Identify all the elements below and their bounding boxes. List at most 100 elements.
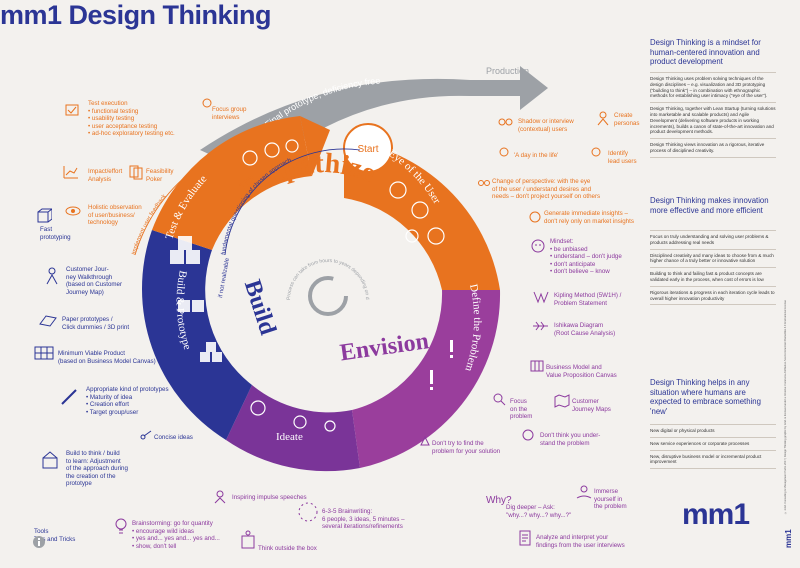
word-build: Build — [239, 277, 281, 339]
note-day-in-life: 'A day in the life' — [514, 152, 559, 159]
insight-icon — [529, 211, 541, 223]
list-item: Building to think and failing fast & pro… — [650, 267, 776, 286]
list-item: Design Thinking uses problem solving tec… — [650, 72, 776, 102]
vertical-logo: mm1 — [784, 529, 793, 548]
note-lead-users: Identify lead users — [608, 150, 637, 165]
ring-segment-ideate — [226, 385, 360, 472]
note-impact-effort: Impact/effort Analysis — [88, 168, 123, 183]
sidebar-list-3: New digital or physical products New ser… — [650, 424, 776, 470]
center-cycle-icon — [308, 276, 348, 316]
start-label: Start — [357, 144, 378, 155]
ring-segment-build — [141, 230, 252, 440]
note-journey-maps: Customer Journey Maps — [572, 398, 611, 413]
bulb-icon — [115, 518, 127, 534]
model-canvas-icon — [530, 360, 544, 372]
people-circle-icon — [298, 502, 318, 522]
build-icon — [42, 451, 58, 469]
questioning-arrow — [224, 148, 361, 256]
exclaim-marks — [430, 340, 453, 390]
sidebar-panel — [648, 0, 780, 568]
fishbone-icon — [533, 321, 548, 331]
list-item: Design Thinking views innovation as a ri… — [650, 138, 776, 158]
sidebar-list-2: Focus on truly understanding and solving… — [650, 230, 776, 306]
note-focus-problem: Focus on the problem — [510, 398, 533, 421]
ring-arrow-head — [300, 116, 330, 176]
box-icon — [241, 530, 255, 549]
sun-icon — [499, 147, 509, 157]
cards-icon — [129, 165, 143, 180]
note-brainstorming: Brainstorming: go for quantity • encourag… — [132, 520, 220, 550]
info-icon — [33, 536, 45, 548]
test-icon — [65, 104, 79, 116]
note-customer-journey: Customer Jour-ney Walkthrough (based on C… — [66, 266, 123, 296]
map-icon — [554, 394, 570, 408]
focus-group-icon — [202, 98, 212, 108]
note-immerse: Immerse yourself in the problem — [594, 488, 627, 511]
note-ishikawa: Ishikawa Diagram (Root Cause Analysis) — [554, 322, 616, 337]
magnifier-icon — [493, 393, 506, 406]
analyze-icon — [519, 530, 531, 546]
sidebar-heading-1: Design Thinking is a mindset for human-c… — [650, 38, 761, 67]
prototype-cubes — [170, 236, 222, 362]
note-fast-prototyping: Fast prototyping — [40, 226, 71, 241]
word-envision: Envision — [338, 328, 430, 366]
sidebar-list-1: Design Thinking uses problem solving tec… — [650, 72, 776, 158]
ring-segment-test — [152, 116, 312, 250]
list-item: New digital or physical products — [650, 424, 776, 437]
note-test-execution: Test execution • functional testing • usab… — [88, 100, 175, 138]
list-item: New service experiences or corporate pro… — [650, 436, 776, 450]
note-personas: Create personas — [614, 112, 640, 127]
note-brainwriting: 6-3-5 Brainwriting: 6 people, 3 ideas, 5 … — [322, 508, 405, 531]
speech-icon — [214, 490, 226, 504]
note-dont-try: Don't try to find the problem for your so… — [432, 440, 501, 455]
production-label: Production — [486, 66, 530, 76]
note-change-perspective: Change of perspective: with the eye of th… — [492, 178, 601, 201]
design-thinking-ring: Final prototype, deficiency free Start E… — [0, 0, 548, 472]
warning-icon — [420, 436, 430, 446]
lightbulbs — [250, 400, 336, 432]
mm1-logo: mm1 — [682, 498, 750, 531]
list-item: Rigorous iterations & progress in each i… — [650, 285, 776, 306]
note-shadow: Shadow or interview (contextual) users — [518, 118, 574, 133]
head-icon — [531, 239, 545, 253]
note-mvp: Minimum Viable Product (based on Business… — [58, 350, 156, 365]
not-realizable-label: if not realizable — [218, 257, 231, 298]
note-business-model: Business Model and Value Proposition Canv… — [546, 364, 617, 379]
chart-icon — [63, 166, 78, 179]
sidebar-heading-2: Design Thinking makes innovation more ef… — [650, 196, 769, 215]
note-feasibility-poker: Feasibility Poker — [146, 168, 174, 183]
note-mindset: Mindset: • be unbiased • understand – don'… — [550, 238, 622, 276]
note-impulse-speeches: Inspiring impulse speeches — [232, 494, 307, 501]
shadow-icon — [498, 118, 513, 126]
list-item: Focus on truly understanding and solving… — [650, 230, 776, 249]
note-focus-group: Focus group interviews — [212, 106, 247, 121]
kipling-icon — [533, 291, 549, 304]
canvas-icon — [34, 346, 54, 360]
cube-icon — [37, 208, 52, 223]
note-immediate-insights: Generate immediate insights – don't rely … — [544, 210, 634, 225]
thought-icon — [522, 429, 534, 441]
note-kind-prototypes: Appropriate kind of prototypes • Maturity… — [86, 386, 169, 416]
scissors-icon — [140, 430, 152, 440]
eye-icon — [65, 206, 81, 216]
persona-icon — [597, 111, 609, 126]
note-paper-prototypes: Paper prototypes / Click dummies / 3D pri… — [62, 316, 130, 331]
lead-user-icon — [591, 147, 601, 157]
sidebar-heading-3: Design Thinking helps in any situation w… — [650, 378, 761, 416]
ruler-icon — [61, 389, 77, 405]
list-item: Disciplined creativity and many ideas to… — [650, 248, 776, 268]
list-item: Design Thinking, together with Lean Star… — [650, 102, 776, 138]
paper-icon — [39, 315, 57, 327]
note-analyze: Analyze and interpret your findings from … — [536, 534, 625, 549]
list-item: New, disruptive business model or increm… — [650, 449, 776, 470]
note-dont-think: Don't think you under-stand the problem — [540, 432, 601, 447]
vertical-strip — [780, 0, 800, 568]
user-faces — [242, 139, 445, 245]
license-text: © mm1 Consulting & Management PartG 2017… — [784, 300, 787, 514]
page-title: mm1 Design Thinking — [0, 0, 272, 30]
immerse-icon — [576, 485, 592, 499]
note-kipling: Kipling Method (5W1H) / Problem Statement — [554, 292, 622, 307]
note-think-outside: Think outside the box — [258, 545, 317, 552]
feedback-arrow — [134, 164, 201, 256]
start-circle — [343, 123, 393, 173]
